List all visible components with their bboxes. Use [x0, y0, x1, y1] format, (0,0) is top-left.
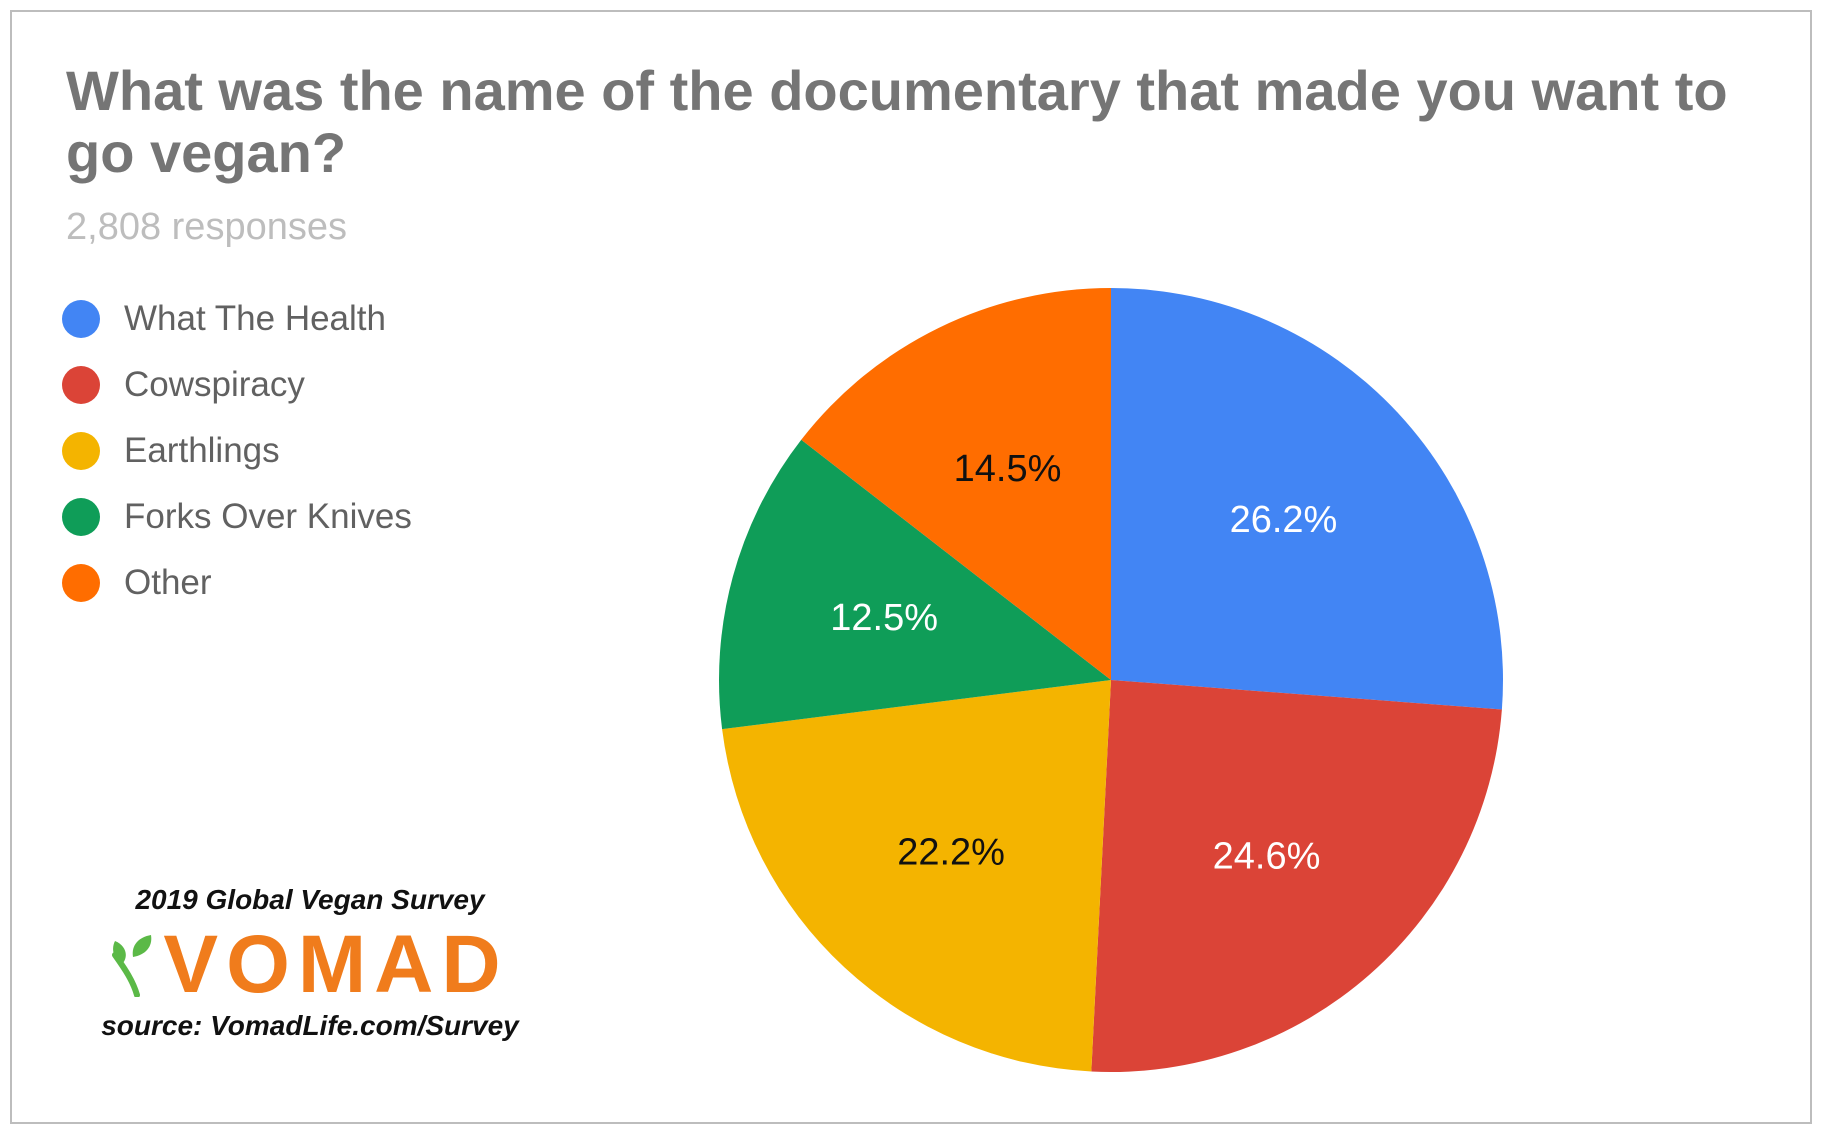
pie-slice — [801, 288, 1111, 680]
chart-title: What was the name of the documentary tha… — [66, 59, 1728, 184]
survey-name: 2019 Global Vegan Survey — [135, 884, 485, 915]
legend-item: What The Health — [62, 286, 412, 352]
legend-swatch — [62, 564, 100, 602]
logo-text: VOMAD — [163, 919, 509, 1010]
slice-label: 26.2% — [1230, 499, 1338, 541]
slice-label: 12.5% — [830, 597, 938, 639]
pie-slice — [1091, 680, 1502, 1072]
legend-label: Other — [124, 563, 212, 602]
legend-swatch — [62, 366, 100, 404]
legend-item: Other — [62, 550, 412, 616]
slice-label: 14.5% — [954, 448, 1062, 490]
legend-label: Cowspiracy — [124, 365, 305, 404]
pie-slice — [719, 439, 1111, 730]
legend-item: Cowspiracy — [62, 352, 412, 418]
legend-label: What The Health — [124, 299, 386, 338]
pie-slice — [722, 680, 1111, 1072]
legend-label: Earthlings — [124, 431, 280, 470]
response-count: 2,808 responses — [66, 206, 347, 248]
chart-legend: What The Health Cowspiracy Earthlings Forks… — [62, 286, 412, 616]
vomad-logo: VOMAD — [111, 922, 508, 1008]
legend-item: Forks Over Knives — [62, 484, 412, 550]
leaf-icon — [112, 935, 152, 997]
legend-swatch — [62, 498, 100, 536]
slice-label: 24.6% — [1213, 835, 1321, 877]
branding-block: 2019 Global Vegan Survey VOMAD source: V… — [70, 884, 550, 1042]
slice-label: 22.2% — [897, 831, 1005, 873]
legend-swatch — [62, 300, 100, 338]
pie-slice — [1111, 288, 1503, 710]
legend-swatch — [62, 432, 100, 470]
source-note: source: VomadLife.com/Survey — [101, 1010, 519, 1041]
legend-label: Forks Over Knives — [124, 497, 412, 536]
legend-item: Earthlings — [62, 418, 412, 484]
